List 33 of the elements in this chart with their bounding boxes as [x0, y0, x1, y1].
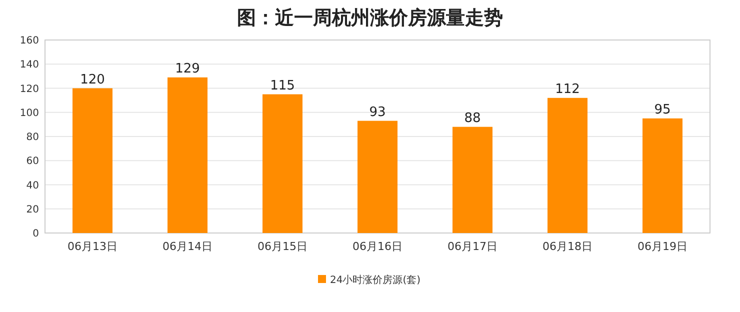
data-label: 112 [555, 82, 580, 97]
y-tick-label: 80 [26, 132, 39, 143]
x-tick-label: 06月16日 [352, 240, 402, 253]
y-tick-label: 0 [32, 228, 39, 240]
x-tick-label: 06月19日 [638, 240, 688, 253]
y-tick-label: 40 [26, 180, 39, 192]
y-tick-label: 20 [26, 204, 39, 216]
data-label: 129 [175, 61, 200, 76]
chart-title: 图：近一周杭州涨价房源量走势 [237, 7, 503, 29]
y-tick-label: 140 [20, 60, 39, 71]
bar [358, 120, 398, 233]
x-tick-label: 06月18日 [542, 240, 592, 253]
y-tick-label: 160 [20, 36, 39, 46]
bar [262, 94, 302, 233]
legend: 24小时涨价房源(套) [318, 275, 421, 286]
data-label: 120 [80, 72, 105, 88]
x-tick-label: 06月13日 [68, 240, 118, 253]
data-label: 115 [270, 78, 295, 94]
y-tick-label: 60 [26, 156, 39, 168]
y-tick-label: 100 [20, 108, 39, 119]
data-label: 88 [464, 110, 481, 126]
data-label: 95 [654, 102, 671, 118]
bar [642, 118, 682, 233]
x-tick-label: 06月17日 [448, 240, 498, 253]
legend-label: 24小时涨价房源(套) [330, 274, 421, 286]
x-tick-label: 06月15日 [258, 240, 308, 253]
bar [548, 98, 588, 233]
y-tick-label: 120 [20, 84, 39, 95]
bar [72, 88, 112, 233]
x-tick-label: 06月14日 [162, 240, 212, 253]
bar [452, 126, 492, 233]
data-label: 93 [369, 104, 386, 120]
bar [168, 77, 208, 233]
